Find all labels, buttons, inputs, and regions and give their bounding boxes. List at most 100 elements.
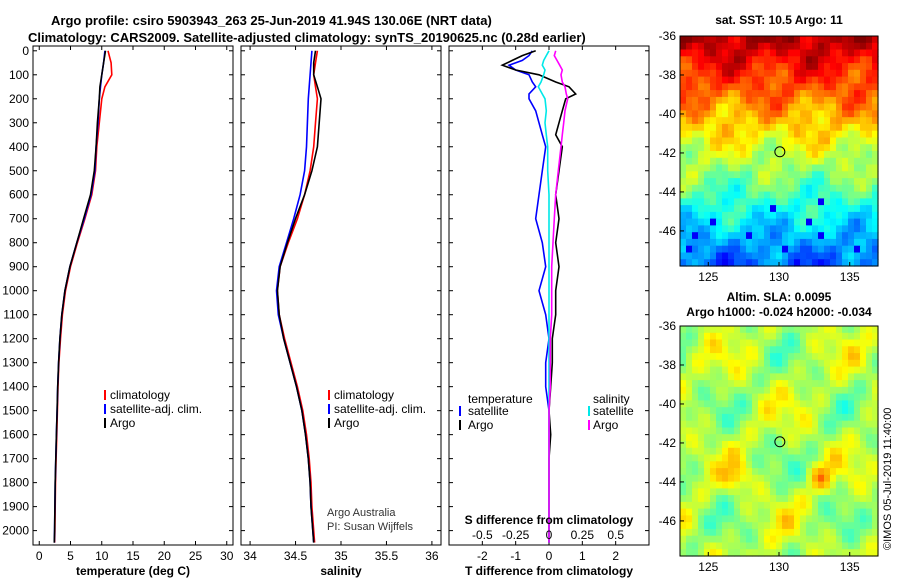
map-pixel [734, 164, 741, 172]
map-pixel [746, 205, 753, 213]
map-pixel [800, 191, 807, 199]
map-pixel [866, 549, 873, 557]
map-pixel [704, 69, 711, 78]
map-pixel [728, 461, 735, 469]
map-pixel [782, 245, 789, 254]
map-pixel [818, 332, 825, 341]
map-pixel [818, 420, 825, 429]
map-pixel [848, 549, 855, 557]
map-pixel [764, 123, 771, 132]
map-pixel [836, 198, 843, 206]
map-pixel [812, 434, 819, 442]
map-pixel [710, 522, 717, 530]
map-pixel [866, 515, 873, 523]
map-pixel [686, 83, 693, 91]
map-pixel [842, 434, 849, 442]
map-pixel [704, 164, 711, 172]
map-pixel [848, 171, 855, 179]
map-pixel [782, 468, 789, 476]
map-pixel [788, 151, 795, 159]
map-pixel [854, 549, 861, 557]
map-pixel [686, 474, 693, 483]
map-pixel [710, 171, 717, 179]
map-pixel [686, 495, 693, 503]
map-pixel [710, 130, 717, 139]
map-pixel [728, 447, 735, 456]
map-pixel [860, 386, 867, 395]
map-pixel [788, 164, 795, 172]
map-pixel [764, 49, 771, 57]
map-pixel [740, 76, 747, 84]
map-pixel [686, 184, 693, 193]
map-pixel [848, 386, 855, 395]
map-pixel [686, 481, 693, 489]
map-pixel [860, 413, 867, 422]
map-pixel [866, 184, 873, 193]
map-pixel [764, 501, 771, 510]
map-pixel [692, 184, 699, 193]
map-pixel [776, 56, 783, 64]
map-pixel [842, 184, 849, 193]
map-pixel [722, 522, 729, 530]
map-pixel [764, 184, 771, 193]
map-pixel [686, 373, 693, 381]
map-pixel [686, 326, 693, 334]
map-pixel [872, 90, 879, 98]
map-pixel [710, 339, 717, 347]
map-pixel [836, 420, 843, 429]
map-pixel [800, 528, 807, 537]
map-pixel [770, 137, 777, 145]
map-pixel [746, 252, 753, 260]
map-pixel [746, 171, 753, 179]
map-pixel [698, 157, 705, 166]
map-pixel [812, 488, 819, 496]
map-pixel [800, 400, 807, 408]
map-pixel [872, 36, 879, 44]
map-pixel [728, 259, 735, 267]
map-pixel [812, 225, 819, 233]
map-pixel [782, 232, 789, 240]
map-pixel [680, 137, 687, 145]
map-pixel [746, 232, 753, 240]
map-pixel [824, 198, 831, 206]
map-pixel [824, 441, 831, 449]
map-pixel [734, 184, 741, 193]
map-pixel [830, 238, 837, 247]
map-pixel [728, 96, 735, 105]
map-pixel [854, 535, 861, 544]
map-pixel [806, 198, 813, 206]
map-pixel [698, 495, 705, 503]
map-pixel [728, 103, 735, 111]
map-pixel [770, 130, 777, 139]
map-pixel [710, 488, 717, 496]
map-pixel [842, 137, 849, 145]
map-x-tick-label: 135 [840, 270, 860, 284]
map-pixel [782, 515, 789, 523]
map-pixel [716, 441, 723, 449]
map-pixel [824, 218, 831, 226]
x-axis-label: salinity [320, 564, 362, 578]
map-pixel [836, 144, 843, 152]
map-pixel [794, 420, 801, 429]
map-pixel [686, 178, 693, 186]
map-pixel [752, 474, 759, 483]
map-pixel [788, 83, 795, 91]
map-pixel [722, 515, 729, 523]
map-pixel [800, 245, 807, 254]
map-pixel [842, 42, 849, 51]
map-pixel [848, 515, 855, 523]
map-pixel [812, 359, 819, 368]
x-axis-label: T difference from climatology [465, 564, 633, 578]
map-pixel [728, 76, 735, 84]
map-pixel [800, 178, 807, 186]
map-pixel [776, 117, 783, 125]
map-pixel [824, 353, 831, 361]
map-pixel [692, 259, 699, 267]
map-pixel [794, 407, 801, 415]
map-pixel [776, 528, 783, 537]
map-pixel [728, 63, 735, 71]
map-pixel [848, 218, 855, 226]
map-pixel [788, 326, 795, 334]
map-pixel [788, 211, 795, 220]
map-pixel [866, 69, 873, 78]
